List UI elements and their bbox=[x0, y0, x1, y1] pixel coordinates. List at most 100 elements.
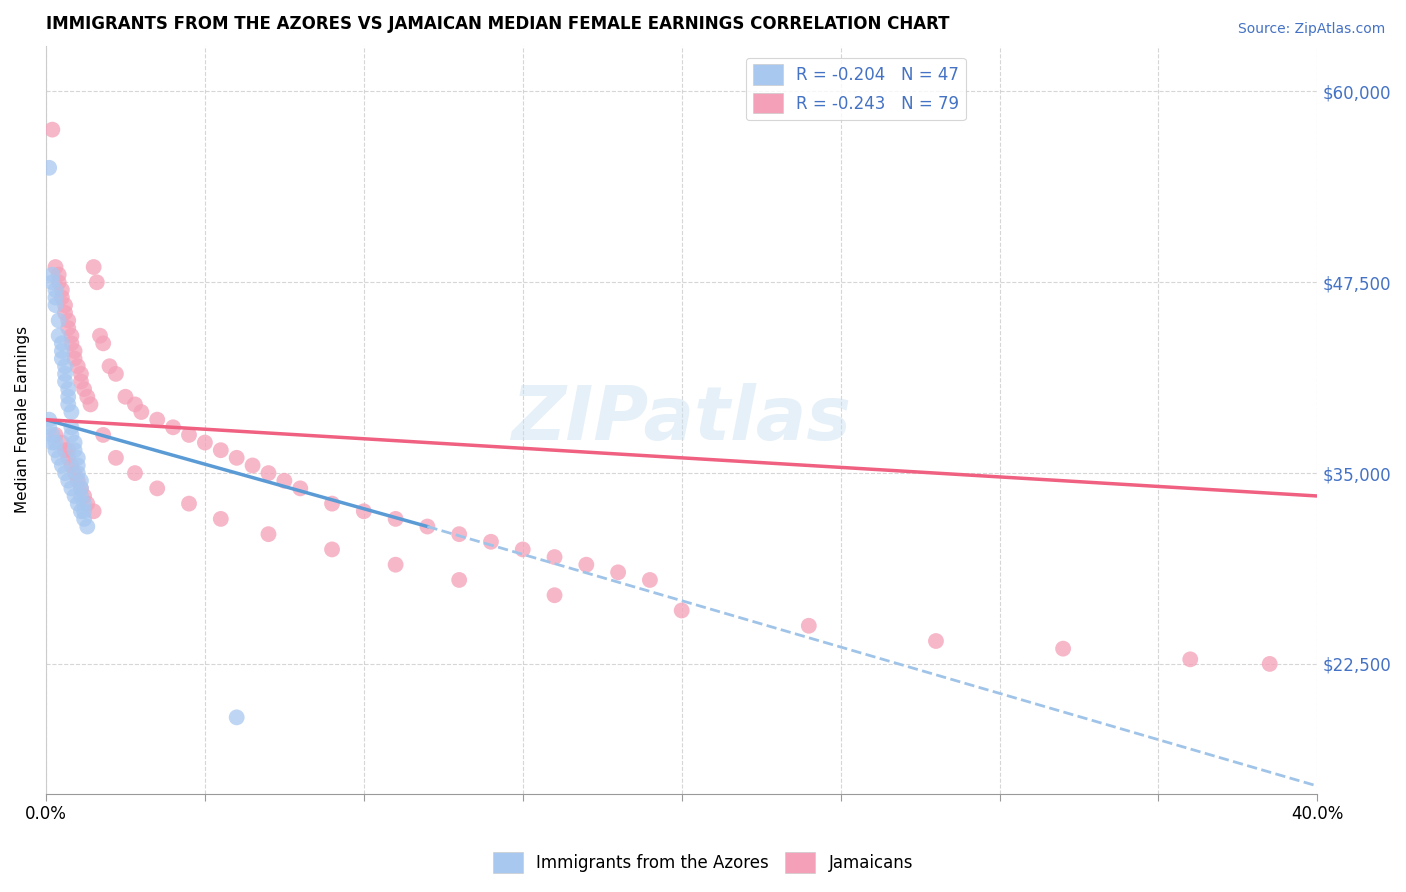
Point bbox=[44, 443, 66, 458]
Point bbox=[479, 534, 502, 549]
Point bbox=[607, 566, 630, 580]
Point bbox=[44, 428, 66, 442]
Point bbox=[70, 481, 93, 495]
Point bbox=[638, 573, 661, 587]
Point bbox=[48, 313, 70, 327]
Point bbox=[70, 367, 93, 381]
Point bbox=[225, 710, 247, 724]
Point bbox=[449, 527, 471, 541]
Point bbox=[63, 443, 86, 458]
Point bbox=[104, 367, 127, 381]
Point bbox=[66, 497, 89, 511]
Point bbox=[70, 504, 93, 518]
Point bbox=[162, 420, 184, 434]
Point bbox=[89, 328, 111, 343]
Point bbox=[384, 558, 406, 572]
Point bbox=[131, 405, 153, 419]
Point bbox=[60, 428, 83, 442]
Point bbox=[53, 359, 76, 374]
Point bbox=[73, 504, 96, 518]
Point bbox=[416, 519, 439, 533]
Text: ZIPatlas: ZIPatlas bbox=[512, 384, 852, 456]
Point bbox=[38, 412, 60, 426]
Point bbox=[73, 489, 96, 503]
Point bbox=[83, 504, 105, 518]
Point bbox=[1052, 641, 1074, 656]
Point bbox=[925, 634, 948, 648]
Point bbox=[290, 481, 312, 495]
Point bbox=[60, 405, 83, 419]
Point bbox=[146, 481, 169, 495]
Point bbox=[51, 283, 73, 297]
Point bbox=[41, 122, 63, 136]
Point bbox=[63, 351, 86, 366]
Point bbox=[543, 550, 565, 565]
Point bbox=[63, 466, 86, 480]
Point bbox=[70, 474, 93, 488]
Point bbox=[73, 497, 96, 511]
Point bbox=[1258, 657, 1281, 671]
Point bbox=[177, 428, 200, 442]
Point bbox=[76, 497, 98, 511]
Point bbox=[58, 390, 80, 404]
Legend: R = -0.204   N = 47, R = -0.243   N = 79: R = -0.204 N = 47, R = -0.243 N = 79 bbox=[747, 58, 966, 120]
Point bbox=[91, 336, 114, 351]
Point bbox=[48, 328, 70, 343]
Point bbox=[146, 412, 169, 426]
Point bbox=[98, 359, 121, 374]
Point bbox=[63, 343, 86, 358]
Point bbox=[225, 450, 247, 465]
Point bbox=[70, 489, 93, 503]
Point bbox=[124, 466, 146, 480]
Point bbox=[60, 336, 83, 351]
Point bbox=[60, 328, 83, 343]
Point bbox=[51, 343, 73, 358]
Point bbox=[321, 497, 343, 511]
Point bbox=[257, 466, 280, 480]
Point bbox=[66, 474, 89, 488]
Point bbox=[38, 161, 60, 175]
Y-axis label: Median Female Earnings: Median Female Earnings bbox=[15, 326, 30, 513]
Point bbox=[58, 382, 80, 396]
Point bbox=[543, 588, 565, 602]
Point bbox=[114, 390, 136, 404]
Point bbox=[58, 474, 80, 488]
Point bbox=[70, 375, 93, 389]
Point bbox=[51, 435, 73, 450]
Point bbox=[58, 321, 80, 335]
Point bbox=[53, 375, 76, 389]
Point bbox=[58, 450, 80, 465]
Point bbox=[48, 275, 70, 289]
Point bbox=[575, 558, 598, 572]
Point bbox=[384, 512, 406, 526]
Point bbox=[124, 397, 146, 411]
Point bbox=[41, 268, 63, 282]
Point bbox=[66, 359, 89, 374]
Legend: Immigrants from the Azores, Jamaicans: Immigrants from the Azores, Jamaicans bbox=[486, 846, 920, 880]
Point bbox=[512, 542, 534, 557]
Point bbox=[44, 435, 66, 450]
Point bbox=[671, 603, 693, 617]
Point bbox=[41, 428, 63, 442]
Point bbox=[79, 397, 101, 411]
Point bbox=[66, 458, 89, 473]
Point bbox=[53, 466, 76, 480]
Point bbox=[53, 367, 76, 381]
Point bbox=[1180, 652, 1202, 666]
Point bbox=[209, 512, 232, 526]
Point bbox=[53, 298, 76, 312]
Point bbox=[177, 497, 200, 511]
Point bbox=[73, 382, 96, 396]
Point bbox=[73, 512, 96, 526]
Point bbox=[91, 428, 114, 442]
Point bbox=[48, 450, 70, 465]
Point bbox=[44, 298, 66, 312]
Point bbox=[242, 458, 264, 473]
Point bbox=[51, 336, 73, 351]
Point bbox=[273, 474, 295, 488]
Text: Source: ZipAtlas.com: Source: ZipAtlas.com bbox=[1237, 22, 1385, 37]
Point bbox=[41, 275, 63, 289]
Point bbox=[58, 313, 80, 327]
Point bbox=[66, 450, 89, 465]
Point bbox=[38, 420, 60, 434]
